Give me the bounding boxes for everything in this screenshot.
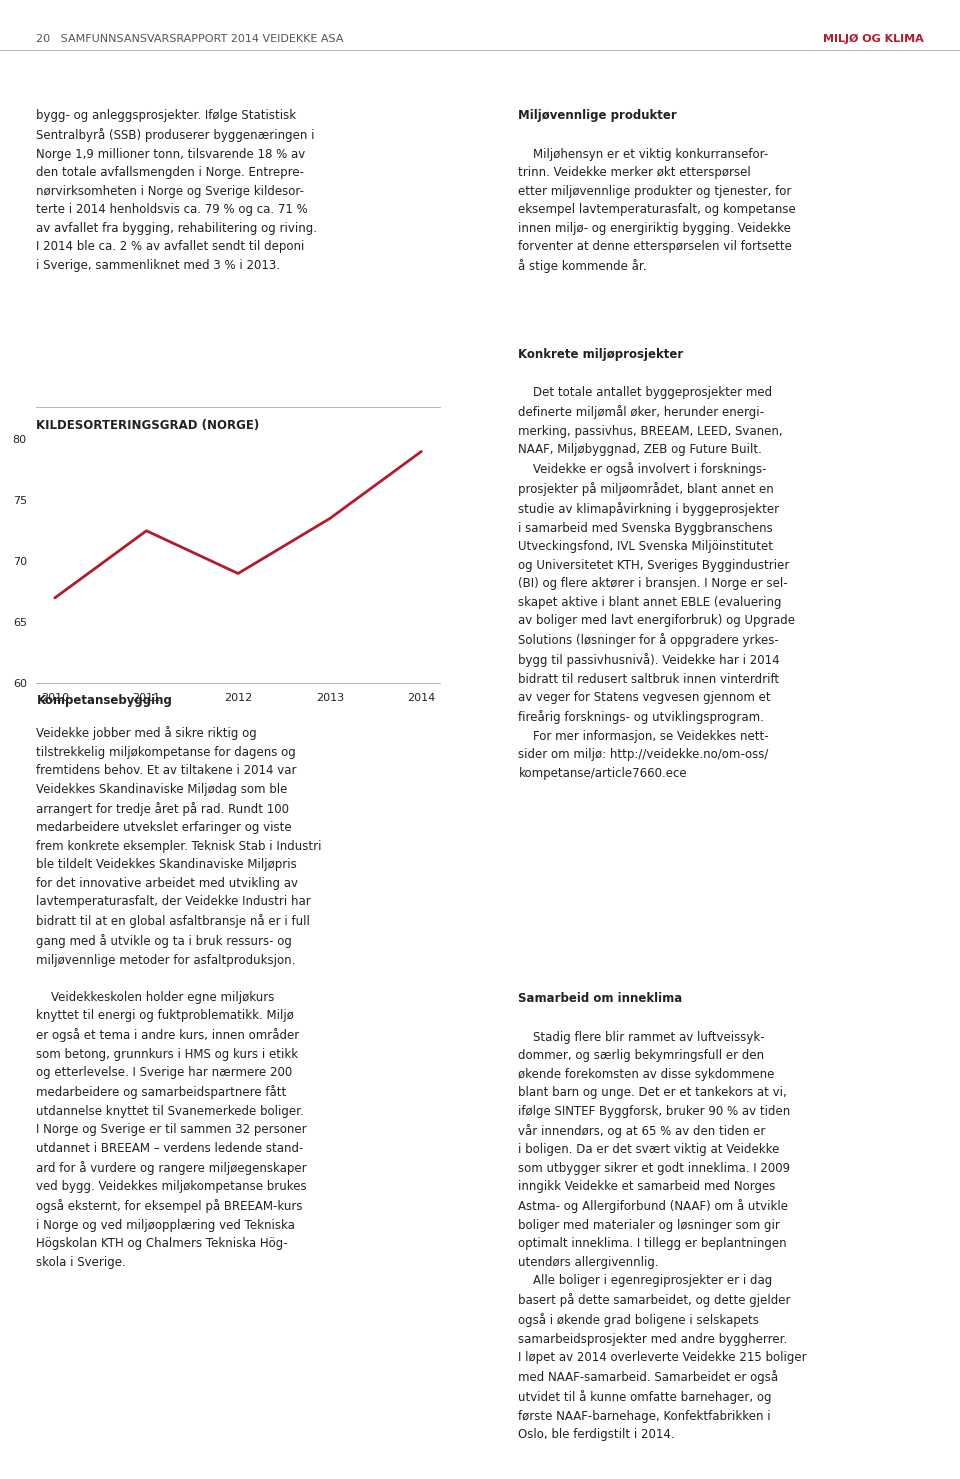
Text: Miljøvennlige produkter: Miljøvennlige produkter xyxy=(518,109,677,123)
Text: Miljøhensyn er et viktig konkurransefor-
trinn. Veidekke merker økt etterspørsel: Miljøhensyn er et viktig konkurransefor-… xyxy=(518,148,796,274)
Text: Det totale antallet byggeprosjekter med
definerte miljømål øker, herunder energi: Det totale antallet byggeprosjekter med … xyxy=(518,386,796,779)
Text: Stadig flere blir rammet av luftveissyk-
dommer, og særlig bekymringsfull er den: Stadig flere blir rammet av luftveissyk-… xyxy=(518,1031,807,1442)
Text: Samarbeid om inneklima: Samarbeid om inneklima xyxy=(518,992,683,1006)
Text: KILDESORTERINGSGRAD (NORGE): KILDESORTERINGSGRAD (NORGE) xyxy=(36,419,260,432)
Text: Kompetansebygging: Kompetansebygging xyxy=(36,694,173,707)
Text: MILJØ OG KLIMA: MILJØ OG KLIMA xyxy=(823,34,924,44)
Text: Veidekke jobber med å sikre riktig og
tilstrekkelig miljøkompetanse for dagens o: Veidekke jobber med å sikre riktig og ti… xyxy=(36,726,322,1269)
Text: bygg- og anleggsprosjekter. Ifølge Statistisk
Sentralbyrå (SSB) produserer bygge: bygg- og anleggsprosjekter. Ifølge Stati… xyxy=(36,109,318,272)
Text: 20   SAMFUNNSANSVARSRAPPORT 2014 VEIDEKKE ASA: 20 SAMFUNNSANSVARSRAPPORT 2014 VEIDEKKE … xyxy=(36,34,344,44)
Text: Konkrete miljøprosjekter: Konkrete miljøprosjekter xyxy=(518,348,684,361)
